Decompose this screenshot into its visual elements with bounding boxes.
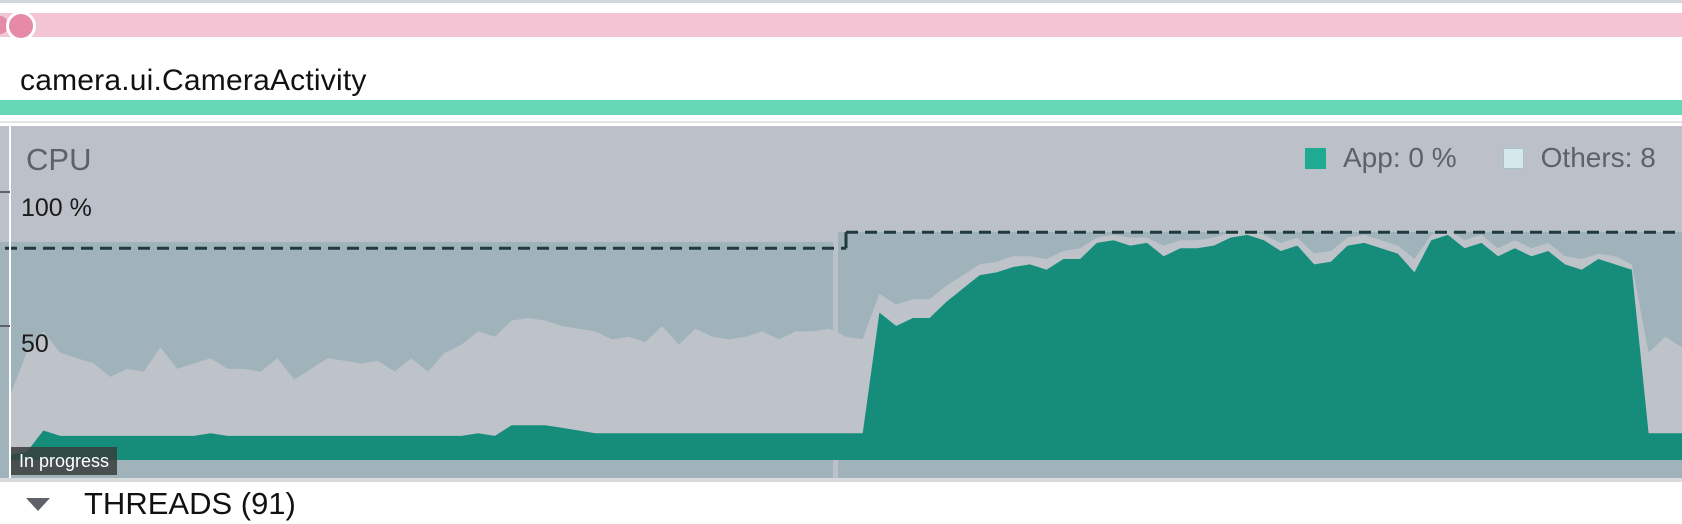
top-border	[0, 0, 1682, 3]
threads-label: THREADS (91)	[84, 486, 296, 521]
cpu-legend: App: 0 % Others: 8	[1305, 142, 1682, 174]
lifecycle-event-marker-previous[interactable]	[0, 16, 8, 34]
y-tick-label-100: 100 %	[21, 194, 92, 222]
threads-section-header[interactable]: THREADS (91)	[26, 486, 296, 522]
lifecycle-timeline[interactable]	[0, 13, 1682, 37]
legend-others-swatch	[1502, 147, 1524, 169]
activity-timeline-bar[interactable]	[0, 100, 1682, 115]
cpu-monitor-panel[interactable]: CPU 100 % 50 App: 0 % Others: 8 In progr…	[0, 126, 1682, 482]
legend-app-label: App: 0 %	[1343, 142, 1457, 173]
cpu-title: CPU	[26, 142, 92, 177]
activity-name: camera.ui.CameraActivity	[20, 64, 367, 97]
section-divider	[0, 121, 1682, 123]
cpu-app-area	[10, 234, 1682, 460]
recording-status-badge: In progress	[11, 447, 118, 475]
lifecycle-event-marker[interactable]	[6, 11, 36, 41]
legend-app-swatch	[1305, 147, 1326, 169]
y-tick-label-50: 50	[21, 330, 49, 358]
cpu-usage-chart[interactable]	[0, 126, 1682, 478]
chevron-down-icon[interactable]	[26, 497, 50, 511]
chart-bottom-divider	[0, 478, 1682, 482]
legend-others-label: Others: 8	[1540, 142, 1656, 173]
